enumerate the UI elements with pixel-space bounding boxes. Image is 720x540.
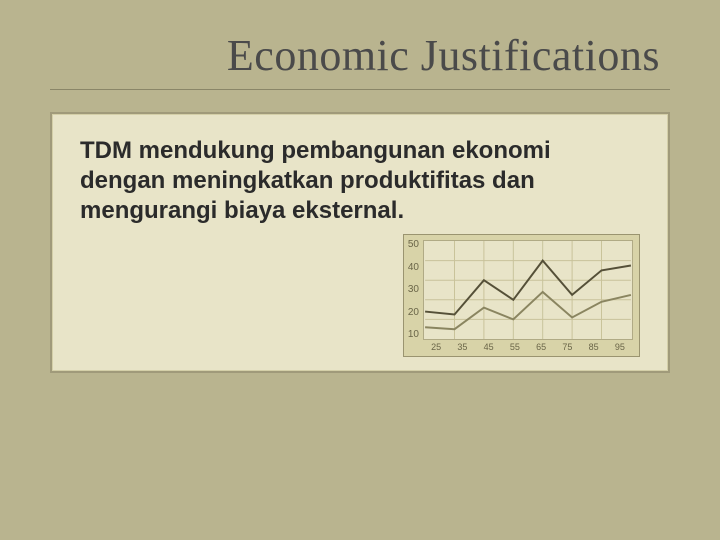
y-tick: 30 (408, 285, 419, 295)
x-tick: 45 (476, 342, 502, 352)
chart-inner: 25 35 45 55 65 75 85 95 (423, 240, 633, 352)
chart-y-axis-labels: 50 40 30 20 10 (408, 240, 419, 340)
title-divider (50, 89, 670, 90)
line-chart-icon (423, 240, 633, 340)
y-tick: 50 (408, 240, 419, 250)
x-tick: 25 (423, 342, 449, 352)
x-tick: 65 (528, 342, 554, 352)
x-tick: 35 (449, 342, 475, 352)
y-tick: 20 (408, 308, 419, 318)
chart-frame: 50 40 30 20 10 (403, 234, 640, 357)
x-tick: 95 (607, 342, 633, 352)
slide-container: Economic Justifications TDM mendukung pe… (0, 0, 720, 540)
x-tick: 75 (554, 342, 580, 352)
x-tick: 55 (502, 342, 528, 352)
y-tick: 40 (408, 263, 419, 273)
chart-container: 50 40 30 20 10 (80, 234, 640, 357)
content-box: TDM mendukung pembangunan ekonomi dengan… (50, 112, 670, 373)
y-tick: 10 (408, 330, 419, 340)
body-paragraph: TDM mendukung pembangunan ekonomi dengan… (80, 136, 640, 226)
chart-x-axis-labels: 25 35 45 55 65 75 85 95 (423, 342, 633, 352)
slide-title: Economic Justifications (50, 30, 670, 81)
x-tick: 85 (581, 342, 607, 352)
